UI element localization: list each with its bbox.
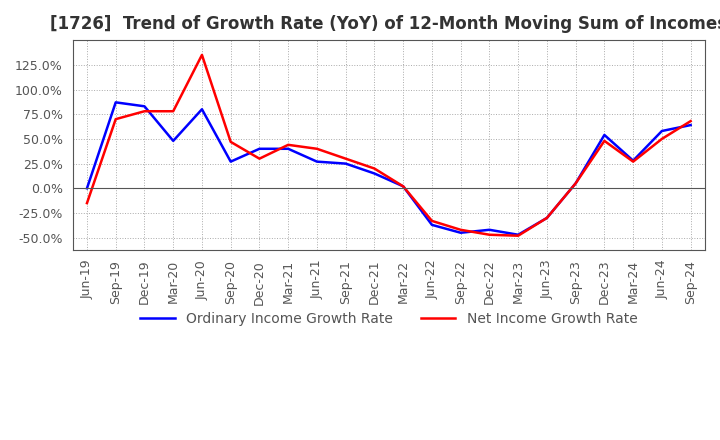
Net Income Growth Rate	[629, 159, 637, 164]
Ordinary Income Growth Rate	[112, 100, 120, 105]
Net Income Growth Rate	[312, 146, 321, 151]
Ordinary Income Growth Rate	[312, 159, 321, 164]
Net Income Growth Rate	[514, 233, 523, 238]
Net Income Growth Rate	[686, 118, 695, 124]
Ordinary Income Growth Rate	[428, 222, 436, 227]
Ordinary Income Growth Rate	[370, 171, 379, 176]
Net Income Growth Rate	[657, 136, 666, 142]
Net Income Growth Rate	[543, 215, 552, 220]
Ordinary Income Growth Rate	[514, 232, 523, 237]
Ordinary Income Growth Rate	[686, 122, 695, 128]
Net Income Growth Rate	[284, 142, 292, 147]
Line: Net Income Growth Rate: Net Income Growth Rate	[87, 55, 690, 236]
Legend: Ordinary Income Growth Rate, Net Income Growth Rate: Ordinary Income Growth Rate, Net Income …	[135, 306, 643, 331]
Net Income Growth Rate	[456, 227, 465, 232]
Ordinary Income Growth Rate	[485, 227, 494, 232]
Ordinary Income Growth Rate	[543, 215, 552, 220]
Line: Ordinary Income Growth Rate: Ordinary Income Growth Rate	[87, 103, 690, 235]
Ordinary Income Growth Rate	[629, 158, 637, 163]
Ordinary Income Growth Rate	[226, 159, 235, 164]
Ordinary Income Growth Rate	[456, 230, 465, 235]
Title: [1726]  Trend of Growth Rate (YoY) of 12-Month Moving Sum of Incomes: [1726] Trend of Growth Rate (YoY) of 12-…	[50, 15, 720, 33]
Ordinary Income Growth Rate	[83, 186, 91, 191]
Net Income Growth Rate	[226, 139, 235, 144]
Ordinary Income Growth Rate	[169, 138, 178, 143]
Net Income Growth Rate	[112, 117, 120, 122]
Net Income Growth Rate	[485, 232, 494, 237]
Net Income Growth Rate	[428, 218, 436, 224]
Ordinary Income Growth Rate	[140, 104, 149, 109]
Net Income Growth Rate	[572, 181, 580, 186]
Net Income Growth Rate	[83, 201, 91, 206]
Ordinary Income Growth Rate	[657, 128, 666, 134]
Ordinary Income Growth Rate	[341, 161, 350, 166]
Ordinary Income Growth Rate	[572, 181, 580, 186]
Ordinary Income Growth Rate	[600, 132, 608, 138]
Net Income Growth Rate	[399, 183, 408, 189]
Net Income Growth Rate	[600, 138, 608, 143]
Net Income Growth Rate	[255, 156, 264, 161]
Ordinary Income Growth Rate	[197, 106, 206, 112]
Ordinary Income Growth Rate	[284, 146, 292, 151]
Net Income Growth Rate	[140, 109, 149, 114]
Net Income Growth Rate	[197, 52, 206, 58]
Net Income Growth Rate	[370, 166, 379, 171]
Ordinary Income Growth Rate	[255, 146, 264, 151]
Ordinary Income Growth Rate	[399, 183, 408, 189]
Net Income Growth Rate	[169, 109, 178, 114]
Net Income Growth Rate	[341, 156, 350, 161]
